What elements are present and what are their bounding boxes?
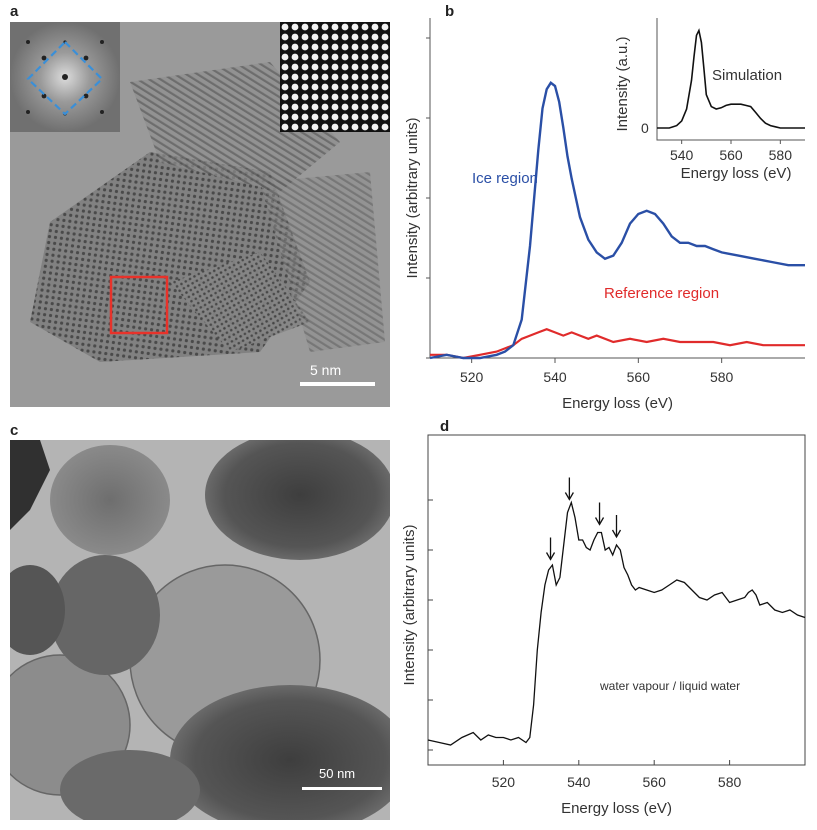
panel-label-a: a (10, 3, 19, 20)
inset-x-tick-label: 540 (670, 147, 694, 163)
inset-x-tick-label: 560 (719, 147, 743, 163)
eels-chart-b: 520 540 560 580 Energy loss (eV) Intensity (a… (404, 18, 805, 412)
panel-label-c: c (10, 422, 19, 439)
fft-box (26, 40, 104, 116)
inset-axes (656, 18, 805, 141)
x-tick-label: 580 (710, 369, 734, 385)
scale-bar-a-label: 5 nm (310, 362, 342, 378)
x-tick-label: 580 (718, 774, 742, 790)
scale-bar-a (300, 382, 375, 386)
inset-x-tick-label: 580 (769, 147, 793, 163)
y-axis-title: Intensity (arbitrary units) (404, 118, 421, 279)
inset-x-axis-title: Energy loss (eV) (681, 165, 792, 182)
peak-arrow-head (564, 492, 574, 501)
inset-y-tick-label: 0 (641, 120, 649, 136)
peak-arrow-head (545, 552, 556, 561)
scale-bar-c (302, 787, 382, 790)
scale-bar-c-label: 50 nm (319, 766, 356, 781)
panel-label-b: b (445, 3, 455, 20)
reference-region-line (430, 328, 805, 360)
reference-region-label: Reference region (604, 285, 719, 302)
panel-label-d: d (440, 418, 450, 435)
roi-box (109, 275, 169, 335)
x-tick-label: 540 (543, 369, 567, 385)
tem-image-panel: 50 nm (10, 440, 390, 820)
hrtem-image-panel: 5 nm (10, 22, 390, 407)
lattice-inset (280, 22, 390, 132)
x-tick-label: 520 (460, 369, 484, 385)
simulation-inset: 540 560 580 0 Energy loss (eV) Intensity (a.u… (614, 18, 805, 182)
annotation-label: water vapour / liquid water (599, 679, 740, 693)
y-axis-title: Intensity (arbitrary units) (401, 525, 418, 686)
ice-region-line (429, 81, 805, 360)
plot-frame (427, 434, 806, 766)
x-tick-label: 560 (627, 369, 651, 385)
inset-simulation-label: Simulation (712, 67, 782, 84)
x-tick-label: 560 (643, 774, 667, 790)
eels-chart-d: 520 540 560 580 Energy loss (eV) Intensity (a… (401, 434, 806, 817)
x-axis-title: Energy loss (eV) (561, 800, 672, 817)
inset-y-axis-title: Intensity (a.u.) (614, 36, 631, 131)
peak-arrow-head (611, 529, 622, 539)
x-tick-label: 520 (492, 774, 516, 790)
peak-arrow-head (594, 517, 605, 526)
x-tick-label: 540 (567, 774, 591, 790)
simulation-line (657, 28, 805, 129)
ice-region-label: Ice region (472, 170, 538, 187)
spectrum-line (427, 500, 806, 746)
x-axis-title: Energy loss (eV) (562, 395, 673, 412)
